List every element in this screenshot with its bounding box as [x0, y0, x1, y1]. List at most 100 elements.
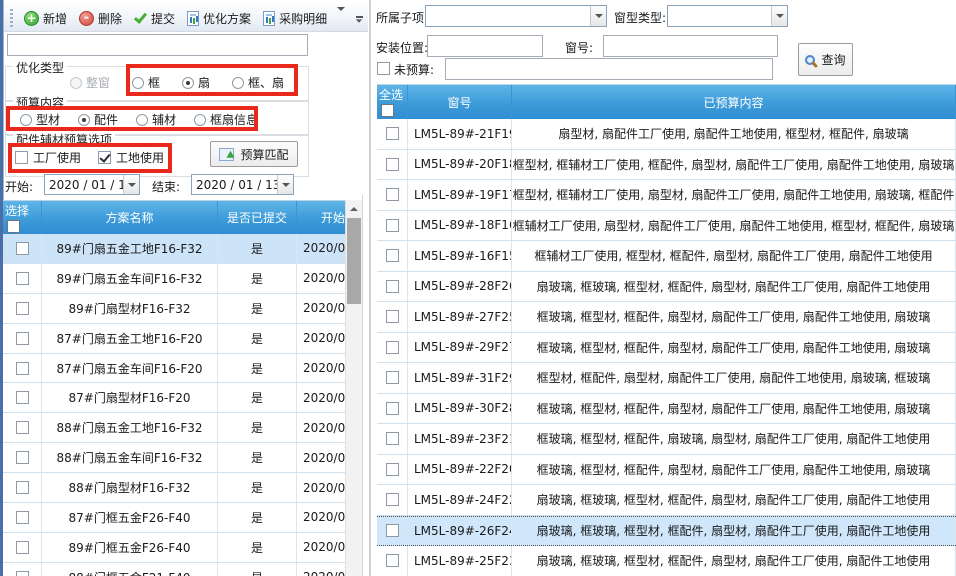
row-checkbox[interactable]	[15, 331, 29, 345]
purchase-detail-button[interactable]: 采购明细	[258, 8, 332, 29]
plan-filter-input[interactable]	[7, 34, 308, 56]
row-checkbox[interactable]	[15, 241, 29, 255]
row-checkbox[interactable]	[385, 401, 399, 415]
row-checkbox[interactable]	[385, 493, 399, 507]
row-checkbox[interactable]	[385, 127, 399, 141]
window-row[interactable]: LM5L-89#-31F29 框型材, 框配件, 扇型材, 扇配件工厂使用, 扇…	[377, 363, 956, 394]
window-row[interactable]: LM5L-89#-19F17 框型材, 框辅材工厂使用, 扇型材, 扇配件工厂使…	[377, 180, 956, 211]
row-checkbox[interactable]	[385, 371, 399, 385]
query-button[interactable]: 查询	[798, 43, 853, 76]
plan-row[interactable]: 89#门扇五金工地F16-F32 是 2020/0	[3, 234, 362, 264]
plan-name-header[interactable]: 方案名称	[42, 201, 218, 234]
plan-row[interactable]: 87#门扇五金工地F16-F20 是 2020/0	[3, 323, 362, 354]
usage-checkbox[interactable]: 工厂使用	[15, 149, 81, 166]
row-checkbox[interactable]	[385, 462, 399, 476]
select-all-checkbox[interactable]	[381, 104, 394, 117]
sub-item-select[interactable]	[425, 5, 607, 27]
plan-row[interactable]: 87#门扇型材F16-F20 是 2020/0	[3, 383, 362, 414]
optimize-plan-button[interactable]: 优化方案	[182, 8, 256, 29]
plan-row[interactable]: 89#门扇型材F16-F32 是 2020/0	[3, 293, 362, 324]
row-checkbox[interactable]	[385, 218, 399, 232]
window-row[interactable]: LM5L-89#-29F27 框玻璃, 框型材, 框配件, 扇型材, 扇配件工厂…	[377, 332, 956, 363]
row-checkbox[interactable]	[15, 481, 29, 495]
no-budget-checkbox[interactable]	[377, 62, 390, 75]
window-row[interactable]: LM5L-89#-24F22 扇玻璃, 框玻璃, 框型材, 框配件, 扇型材, …	[377, 485, 956, 516]
row-checkbox[interactable]	[15, 570, 29, 576]
add-button[interactable]: 新增	[19, 8, 72, 29]
window-row[interactable]: LM5L-89#-23F21 框玻璃, 框型材, 框配件, 扇玻璃, 扇型材, …	[377, 424, 956, 455]
row-checkbox[interactable]	[385, 310, 399, 324]
toolbar-grip[interactable]	[10, 9, 13, 27]
window-no-input[interactable]	[603, 35, 778, 57]
row-checkbox[interactable]	[385, 249, 399, 263]
window-row[interactable]: LM5L-89#-16F15 框辅材工厂使用, 框型材, 框配件, 扇型材, 扇…	[377, 241, 956, 272]
row-checkbox[interactable]	[15, 271, 29, 285]
row-checkbox[interactable]	[15, 540, 29, 554]
select-all-checkbox[interactable]	[7, 220, 20, 233]
toolbar-overflow-button[interactable]	[352, 9, 366, 29]
plan-row[interactable]: 88#门扇型材F16-F32 是 2020/0	[3, 473, 362, 504]
end-date-picker[interactable]: 2020 / 01 / 13	[191, 174, 294, 195]
budget-content-radio[interactable]: 框扇信息	[194, 111, 258, 128]
start-date-picker[interactable]: 2020 / 01 / 1	[44, 174, 140, 195]
window-type-dropdown[interactable]	[771, 6, 787, 26]
window-row[interactable]: LM5L-89#-27F25 框玻璃, 框型材, 框配件, 扇型材, 扇配件工厂…	[377, 302, 956, 333]
window-row[interactable]: LM5L-89#-18F16 框辅材工厂使用, 扇型材, 扇配件工厂使用, 扇配…	[377, 210, 956, 241]
window-row[interactable]: LM5L-89#-22F20 框玻璃, 框型材, 框配件, 扇型材, 扇配件工厂…	[377, 454, 956, 485]
window-row[interactable]: LM5L-89#-28F26 扇玻璃, 框玻璃, 框型材, 框配件, 扇型材, …	[377, 271, 956, 302]
plans-table-scrollbar[interactable]	[345, 200, 362, 576]
row-checkbox[interactable]	[385, 524, 399, 538]
no-budget-input[interactable]	[445, 58, 773, 80]
window-row[interactable]: LM5L-89#-25F23 扇玻璃, 框玻璃, 框型材, 框配件, 扇型材, …	[377, 546, 956, 576]
radio-icon	[194, 113, 207, 126]
window-row[interactable]: LM5L-89#-20F18 框型材, 框辅材工厂使用, 框配件, 扇型材, 扇…	[377, 149, 956, 180]
row-checkbox[interactable]	[15, 361, 29, 375]
row-checkbox[interactable]	[15, 421, 29, 435]
opt-type-radio[interactable]: 框	[132, 74, 160, 91]
plan-row[interactable]: 89#门框五金F26-F40 是 2020/0	[3, 532, 362, 563]
row-checkbox[interactable]	[15, 510, 29, 524]
budget-content-radio[interactable]: 辅材	[136, 111, 176, 128]
opt-type-radio[interactable]: 框、扇	[232, 74, 284, 91]
budget-match-button[interactable]: 预算匹配	[210, 141, 298, 167]
plan-row[interactable]: 89#门扇五金车间F16-F32 是 2020/0	[3, 263, 362, 294]
scrollbar-thumb[interactable]	[347, 218, 361, 304]
window-type-select[interactable]	[667, 5, 788, 27]
select-column-header: 选择	[3, 201, 42, 234]
row-checkbox[interactable]	[385, 188, 399, 202]
sub-item-dropdown[interactable]	[590, 6, 606, 26]
delete-button[interactable]: 删除	[74, 8, 127, 29]
usage-checkbox[interactable]: 工地使用	[98, 149, 164, 166]
end-date-dropdown[interactable]	[277, 175, 293, 194]
window-no-header[interactable]: 窗号	[408, 85, 512, 119]
budget-content-radio[interactable]: 型材	[20, 111, 60, 128]
row-checkbox[interactable]	[15, 391, 29, 405]
plan-row[interactable]: 87#门框五金F26-F40 是 2020/0	[3, 503, 362, 533]
plan-row[interactable]: 87#门扇五金车间F16-F20 是 2020/0	[3, 353, 362, 384]
row-checkbox[interactable]	[385, 432, 399, 446]
opt-type-radio[interactable]: 整窗	[70, 74, 110, 91]
scrollbar-up-button[interactable]	[346, 200, 362, 217]
plan-row[interactable]: 88#门框五金F21-F40 是 2020/0	[3, 562, 362, 576]
window-row[interactable]: LM5L-89#-21F19 扇型材, 扇配件工厂使用, 扇配件工地使用, 框型…	[377, 119, 956, 150]
budget-content-radio[interactable]: 配件	[78, 111, 118, 128]
row-checkbox[interactable]	[385, 340, 399, 354]
plan-row[interactable]: 88#门扇五金工地F16-F32 是 2020/0	[3, 413, 362, 444]
window-row[interactable]: LM5L-89#-30F28 框玻璃, 框型材, 框配件, 扇型材, 扇配件工厂…	[377, 393, 956, 424]
row-checkbox[interactable]	[385, 279, 399, 293]
plan-row[interactable]: 88#门扇五金车间F16-F32 是 2020/0	[3, 443, 362, 474]
submitted-header[interactable]: 是否已提交	[218, 201, 297, 234]
start-date-dropdown[interactable]	[123, 175, 139, 194]
budgeted-content-header[interactable]: 已预算内容	[512, 85, 956, 119]
row-checkbox[interactable]	[385, 157, 399, 171]
purchase-detail-dropdown[interactable]	[334, 7, 348, 27]
row-checkbox[interactable]	[385, 554, 399, 568]
panel-splitter[interactable]	[369, 0, 371, 576]
row-checkbox[interactable]	[15, 451, 29, 465]
row-checkbox[interactable]	[15, 301, 29, 315]
install-pos-input[interactable]	[427, 35, 543, 57]
submit-button[interactable]: 提交	[129, 8, 180, 29]
window-row[interactable]: LM5L-89#-26F24 扇玻璃, 框玻璃, 框型材, 框配件, 扇型材, …	[377, 515, 956, 546]
opt-type-radio[interactable]: 扇	[182, 74, 210, 91]
